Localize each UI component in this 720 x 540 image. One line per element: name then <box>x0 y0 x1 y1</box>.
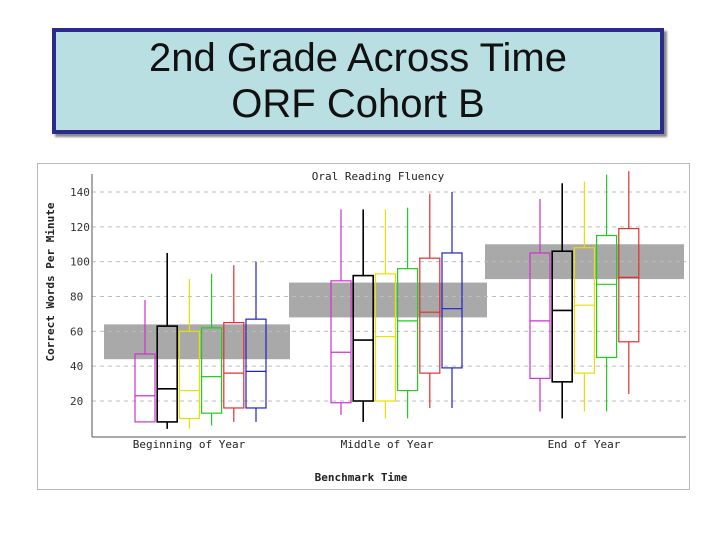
box-3-4 <box>595 234 618 359</box>
box-2-6 <box>441 252 463 369</box>
y-tick-label: 40 <box>70 360 83 373</box>
title-line-2: ORF Cohort B <box>231 82 485 126</box>
box-1-3 <box>178 330 200 420</box>
box-1-4 <box>201 327 223 414</box>
x-category-label: Middle of Year <box>341 438 434 451</box>
y-tick-label: 120 <box>70 221 90 234</box>
box-2-1 <box>330 280 352 404</box>
box-plot-chart: Oral Reading Fluency Correct Words Per Mi… <box>44 170 686 484</box>
title-box: 2nd Grade Across Time ORF Cohort B <box>52 28 664 134</box>
x-category-label: Beginning of Year <box>133 438 246 451</box>
chart-frame: Oral Reading Fluency Correct Words Per Mi… <box>37 163 690 490</box>
title-line-1: 2nd Grade Across Time <box>149 36 567 80</box>
y-axis-label: Correct Words Per Minute <box>44 202 57 361</box>
box-1-1 <box>134 353 156 423</box>
benchmark-band-2 <box>289 282 487 318</box>
box-3-3 <box>573 247 596 374</box>
benchmark-band-1 <box>104 324 290 360</box>
box-1-5 <box>223 322 245 409</box>
box-1-6 <box>245 318 267 409</box>
y-tick-label: 140 <box>70 186 90 199</box>
chart-title: Oral Reading Fluency <box>312 170 445 183</box>
box-1-2 <box>156 325 178 423</box>
y-tick-label: 60 <box>70 325 83 338</box>
box-3-5 <box>618 227 640 343</box>
box-3-1 <box>529 252 551 379</box>
x-category-label: End of Year <box>548 438 621 451</box>
box-2-4 <box>397 268 419 392</box>
y-tick-label: 80 <box>70 291 83 304</box>
box-2-3 <box>374 273 396 402</box>
x-axis-label: Benchmark Time <box>315 471 408 484</box>
y-tick-label: 20 <box>70 395 83 408</box>
box-2-2 <box>352 274 375 402</box>
box-3-2 <box>551 250 574 383</box>
y-tick-label: 100 <box>70 256 90 269</box>
box-2-5 <box>419 257 441 374</box>
